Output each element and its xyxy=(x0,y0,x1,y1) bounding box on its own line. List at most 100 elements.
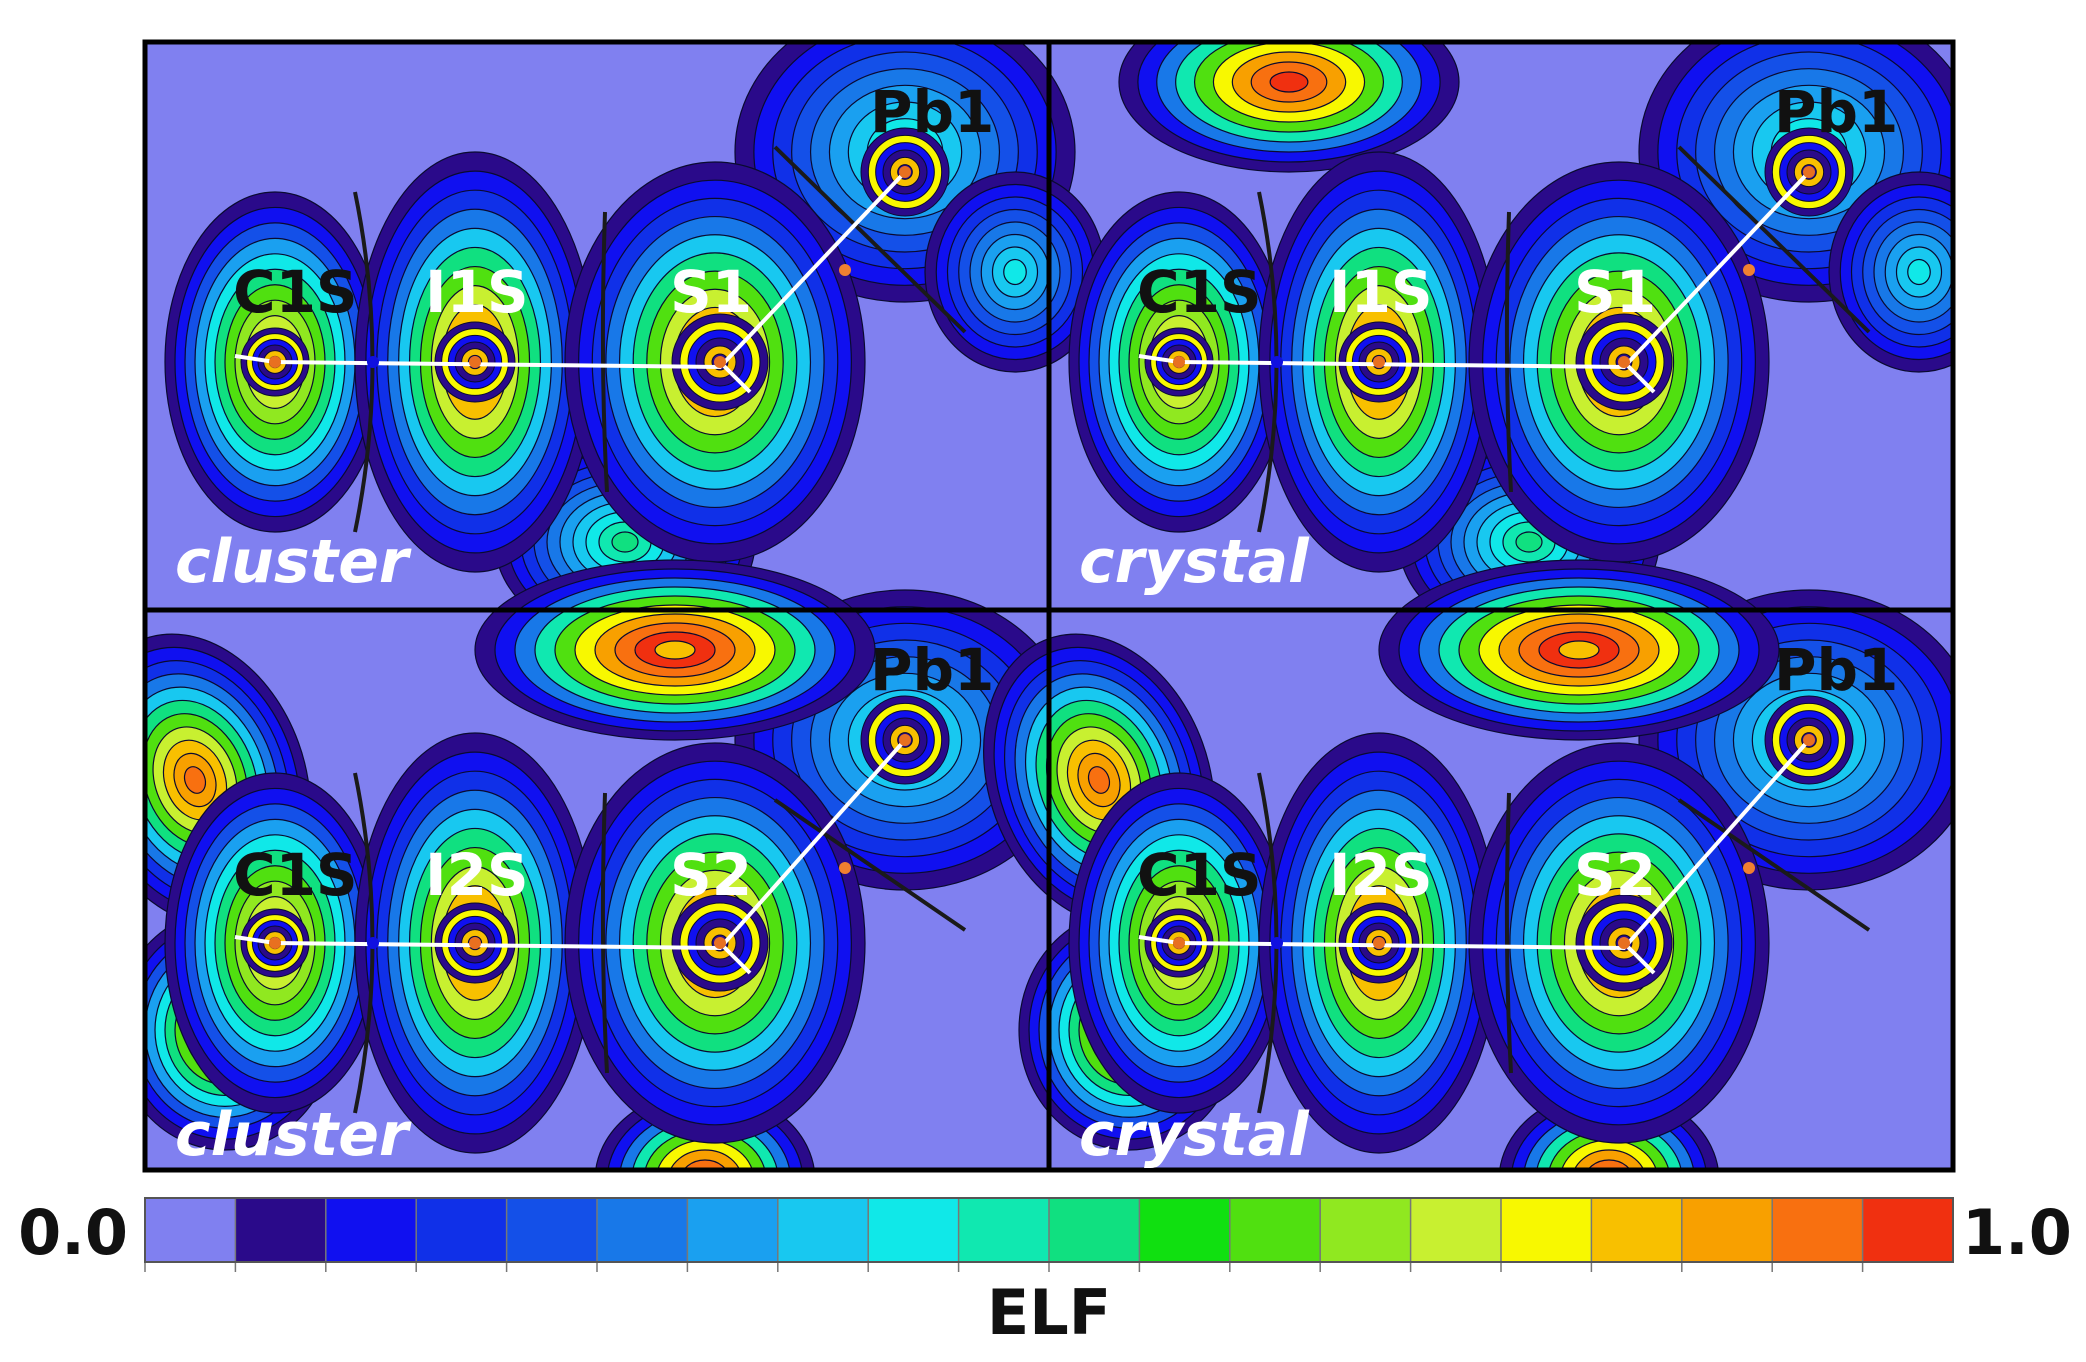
panel-mode-label: crystal xyxy=(1079,527,1310,597)
bond-path xyxy=(1138,738,1811,951)
critical-point xyxy=(1618,356,1630,368)
atom-label-i: I2S xyxy=(1329,841,1433,909)
critical-point xyxy=(367,356,379,368)
colorbar-swatch xyxy=(416,1198,508,1262)
separatrix xyxy=(773,798,967,932)
critical-point xyxy=(469,356,481,368)
elf-contour xyxy=(1587,1159,1631,1170)
critical-point xyxy=(1173,937,1185,949)
atom-label-s: S1 xyxy=(1574,258,1656,326)
critical-point xyxy=(899,166,911,178)
elf-contour xyxy=(683,1159,727,1170)
colorbar-swatch xyxy=(1320,1198,1412,1262)
elf-contour xyxy=(654,640,696,660)
panel-mode-label: cluster xyxy=(175,1100,412,1170)
atom-label-c: C1S xyxy=(233,841,358,909)
elf-contour xyxy=(183,766,207,794)
elf-contour xyxy=(700,1169,710,1170)
elf-contour xyxy=(1269,71,1309,93)
atom-label-i: I1S xyxy=(1329,258,1433,326)
colorbar-swatch xyxy=(1049,1198,1140,1262)
critical-point xyxy=(1743,264,1755,276)
atom-label-pb: Pb1 xyxy=(870,636,994,704)
colorbar-swatch xyxy=(777,1198,869,1262)
critical-point xyxy=(839,264,851,276)
atom-label-pb: Pb1 xyxy=(870,78,994,146)
colorbar-swatch xyxy=(506,1198,598,1262)
colorbar-swatch xyxy=(1591,1198,1683,1262)
colorbar-title: ELF xyxy=(987,1276,1111,1349)
colorbar-max-label: 1.0 xyxy=(1962,1196,2072,1269)
atom-label-s: S2 xyxy=(670,841,752,909)
colorbar-swatch xyxy=(1772,1198,1864,1262)
atom-label-c: C1S xyxy=(233,258,358,326)
critical-point xyxy=(1373,356,1385,368)
colorbar-swatch xyxy=(958,1198,1050,1262)
critical-point xyxy=(1803,734,1815,746)
elf-contour xyxy=(611,531,639,553)
critical-point xyxy=(367,937,379,949)
colorbar-min-label: 0.0 xyxy=(18,1196,128,1269)
colorbar-swatch xyxy=(1501,1198,1592,1262)
separatrix xyxy=(600,211,609,493)
atom-label-i: I2S xyxy=(425,841,529,909)
critical-point xyxy=(839,862,851,874)
bond-path xyxy=(718,941,752,975)
contour-maps xyxy=(145,42,1953,1170)
colorbar-swatch xyxy=(1139,1198,1231,1262)
separatrix xyxy=(1504,211,1513,493)
critical-point xyxy=(469,937,481,949)
bond-path xyxy=(1622,941,1656,975)
elf-panel-2 xyxy=(1068,42,1953,643)
colorbar-swatch xyxy=(235,1198,327,1262)
critical-point xyxy=(269,937,281,949)
elf-contour xyxy=(1558,640,1600,660)
bond-path xyxy=(1138,170,1811,370)
elf-contour xyxy=(1907,258,1931,286)
critical-point xyxy=(1743,862,1755,874)
atom-label-s: S1 xyxy=(670,258,752,326)
critical-point xyxy=(1618,937,1630,949)
critical-point xyxy=(714,356,726,368)
colorbar-swatch xyxy=(145,1198,236,1262)
separatrix xyxy=(1677,798,1871,932)
atom-label-i: I1S xyxy=(425,258,529,326)
panel-mode-label: crystal xyxy=(1079,1100,1310,1170)
bond-path xyxy=(718,360,752,394)
elf-contour xyxy=(1515,531,1543,553)
separatrix xyxy=(773,145,967,334)
critical-point xyxy=(1271,937,1283,949)
atom-label-pb: Pb1 xyxy=(1774,78,1898,146)
critical-point xyxy=(899,734,911,746)
elf-contour xyxy=(1604,1169,1614,1170)
bond-path xyxy=(234,170,907,370)
elf-panel-4 xyxy=(983,559,1953,1170)
colorbar-swatch xyxy=(1229,1198,1321,1262)
elf-contour xyxy=(1003,258,1027,286)
bond-path xyxy=(234,738,907,951)
critical-point xyxy=(714,937,726,949)
elf-colorbar: 0.0 1.0 ELF xyxy=(18,1196,2072,1349)
colorbar-swatch xyxy=(325,1198,417,1262)
colorbar-swatch xyxy=(687,1198,779,1262)
atom-label-c: C1S xyxy=(1137,841,1262,909)
colorbar-swatch xyxy=(1681,1198,1773,1262)
critical-point xyxy=(1373,937,1385,949)
colorbar-swatch xyxy=(597,1198,688,1262)
atom-label-c: C1S xyxy=(1137,258,1262,326)
critical-point xyxy=(1803,166,1815,178)
bond-path xyxy=(1622,360,1656,394)
separatrix xyxy=(600,792,609,1074)
colorbar-swatch xyxy=(1862,1198,1954,1262)
critical-point xyxy=(1173,356,1185,368)
separatrix xyxy=(1504,792,1513,1074)
elf-contour xyxy=(1087,766,1111,794)
atom-label-pb: Pb1 xyxy=(1774,636,1898,704)
panel-mode-label: cluster xyxy=(175,527,412,597)
critical-point xyxy=(1271,356,1283,368)
colorbar-swatch xyxy=(1410,1198,1502,1262)
colorbar-swatch xyxy=(868,1198,960,1262)
critical-point xyxy=(269,356,281,368)
separatrix xyxy=(1677,145,1871,334)
